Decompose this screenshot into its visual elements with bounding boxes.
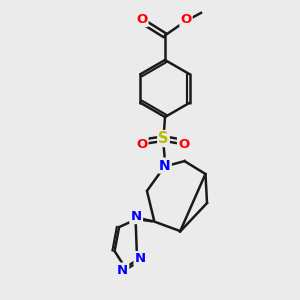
- Text: N: N: [159, 159, 171, 172]
- Text: O: O: [178, 137, 189, 151]
- Text: O: O: [136, 137, 148, 151]
- Text: S: S: [158, 131, 169, 146]
- Text: O: O: [136, 13, 148, 26]
- Text: N: N: [130, 210, 142, 223]
- Text: N: N: [131, 209, 142, 223]
- Text: N: N: [117, 263, 128, 277]
- Text: N: N: [134, 252, 146, 265]
- Text: O: O: [180, 13, 192, 26]
